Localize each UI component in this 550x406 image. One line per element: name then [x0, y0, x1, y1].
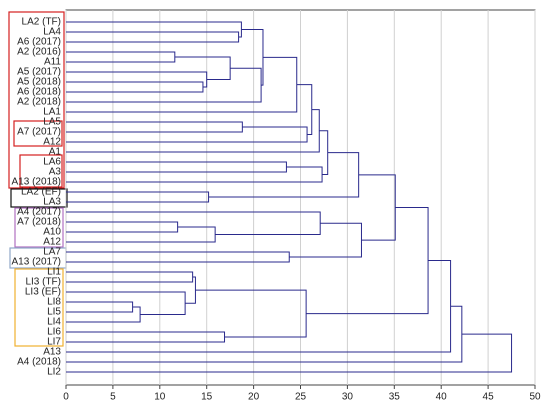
- leaf-label: LI3 (TF): [25, 277, 61, 288]
- dendrogram-link: [66, 251, 290, 263]
- leaf-label: A13: [43, 347, 61, 358]
- leaf-label: LI6: [47, 327, 61, 338]
- leaf-label: LI3 (EF): [25, 287, 61, 298]
- group-box: [14, 207, 64, 248]
- dendrogram-link: [66, 260, 452, 353]
- group-box: [13, 120, 63, 147]
- dendrogram-link: [66, 191, 210, 203]
- x-tick-label: 40: [436, 392, 448, 403]
- leaf-label: LI7: [47, 337, 61, 348]
- leaf-label: A6 (2017): [17, 37, 61, 48]
- leaf-label: LI5: [47, 307, 61, 318]
- dendrogram-link: [208, 152, 360, 198]
- leaf-label: LA5: [43, 117, 61, 128]
- leaf-label: LI8: [47, 297, 61, 308]
- leaf-label: A6 (2018): [17, 87, 61, 98]
- dendrogram-link: [66, 21, 242, 38]
- dendrogram-link: [66, 121, 243, 133]
- dendrogram-link: [174, 56, 231, 80]
- dendrogram-link: [358, 174, 396, 241]
- dendrogram-link: [66, 306, 141, 323]
- leaf-label: A7 (2017): [17, 127, 61, 138]
- dendrogram-link: [66, 211, 321, 235]
- group-box: [8, 11, 65, 189]
- dendrogram-link: [66, 51, 176, 63]
- leaf-label: LA2 (TF): [22, 17, 61, 28]
- dendrogram-link: [66, 166, 323, 183]
- leaf-label: A4 (2018): [17, 357, 61, 368]
- leaf-label: A3: [49, 167, 62, 178]
- leaf-label: A12: [43, 137, 61, 148]
- dendrogram-link: [66, 71, 208, 88]
- leaf-label: LA3: [43, 197, 61, 208]
- leaf-label: A11: [44, 57, 61, 68]
- dendrogram-link: [66, 126, 308, 143]
- leaf-label: A2 (2016): [17, 47, 61, 58]
- x-tick-label: 30: [342, 392, 354, 403]
- dendrogram-link: [319, 130, 329, 175]
- x-tick-label: 20: [248, 392, 260, 403]
- dendrogram-link: [66, 81, 204, 93]
- dendrogram-link: [66, 301, 134, 313]
- dendrogram-link: [66, 109, 320, 153]
- dendrogram-link: [66, 291, 186, 315]
- leaf-label: LA6: [43, 157, 61, 168]
- group-box: [14, 268, 64, 347]
- leaf-label: A7 (2018): [17, 217, 61, 228]
- leaf-label: LI4: [47, 317, 61, 328]
- leaf-label: A4 (2017): [17, 207, 61, 218]
- dendrogram-link: [195, 289, 307, 338]
- leaf-label: LI1: [47, 267, 61, 278]
- dendrogram-link: [66, 221, 179, 233]
- dendrogram-link: [66, 271, 194, 283]
- x-tick-label: 0: [63, 392, 69, 403]
- leaf-label: A13 (2018): [12, 177, 61, 188]
- leaf-label: A10: [43, 227, 61, 238]
- leaf-label: LA1: [43, 107, 61, 118]
- leaf-label: LA7: [43, 247, 61, 258]
- x-tick-label: 15: [201, 392, 213, 403]
- leaf-label: A5 (2018): [17, 77, 61, 88]
- leaf-label: A12: [43, 237, 61, 248]
- leaf-label: LA4: [43, 27, 61, 38]
- group-box: [10, 188, 68, 208]
- leaf-label: LI2: [47, 367, 61, 378]
- dendrogram-link: [66, 226, 216, 243]
- dendrogram-link: [66, 305, 463, 363]
- dendrogram-link: [185, 276, 196, 304]
- leaf-label: LA2 (EF): [21, 187, 61, 198]
- dendrogram-link: [66, 31, 240, 43]
- leaf-label: A13 (2017): [12, 257, 61, 268]
- x-tick-label: 50: [529, 392, 541, 403]
- dendrogram-link: [66, 333, 513, 373]
- x-tick-label: 5: [110, 392, 116, 403]
- dendrogram-link: [66, 331, 226, 343]
- x-tick-label: 45: [483, 392, 495, 403]
- x-tick-label: 25: [295, 392, 307, 403]
- x-tick-label: 35: [389, 392, 401, 403]
- x-tick-label: 10: [154, 392, 166, 403]
- leaf-label: A2 (2018): [17, 97, 61, 108]
- dendrogram-link: [241, 29, 264, 86]
- group-box: [19, 154, 63, 188]
- leaf-label: A5 (2017): [17, 67, 61, 78]
- dendrogram-link: [66, 67, 262, 103]
- leaf-label: A1: [49, 147, 62, 158]
